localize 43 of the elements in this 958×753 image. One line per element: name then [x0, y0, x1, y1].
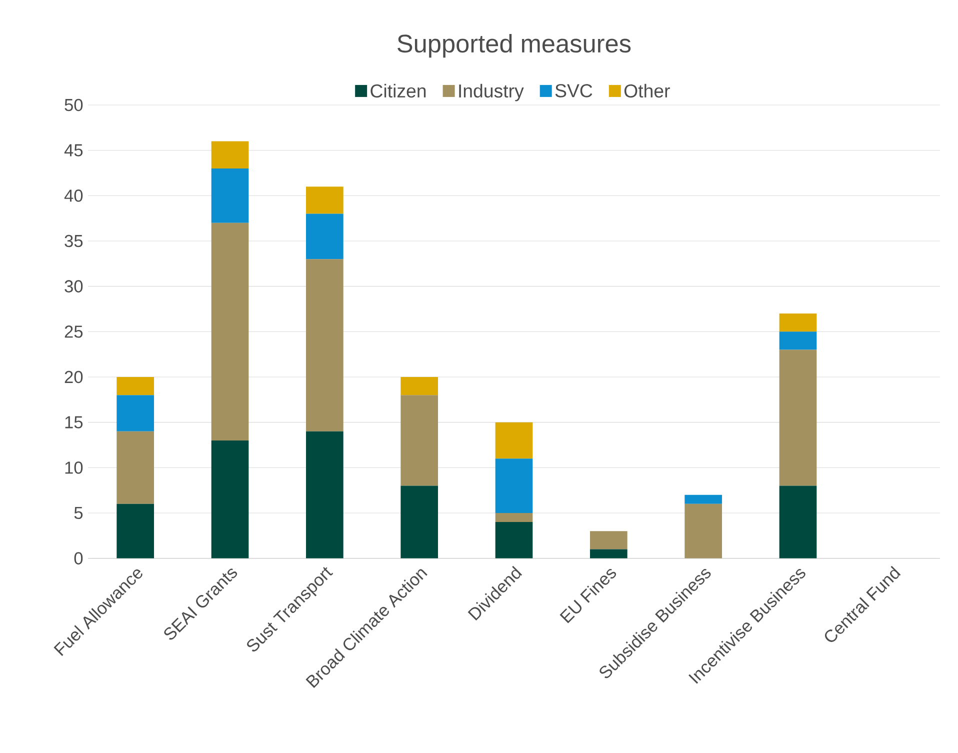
bar [211, 141, 249, 168]
y-tick-label: 15 [65, 416, 83, 428]
bar [684, 504, 722, 558]
bar [495, 458, 533, 513]
y-tick-label: 0 [74, 552, 83, 564]
bar [116, 395, 154, 432]
bar [306, 186, 344, 214]
bar [684, 494, 722, 504]
bar [495, 512, 533, 522]
bar [211, 222, 249, 440]
legend-label: Citizen [370, 84, 426, 98]
bar [590, 531, 628, 550]
legend-label: SVC [555, 84, 592, 98]
legend-label: Industry [459, 84, 524, 102]
bar [116, 376, 154, 396]
bar [306, 431, 344, 558]
y-tick-label: 25 [64, 326, 83, 338]
y-tick-label: 5 [74, 506, 83, 520]
bar [211, 440, 249, 558]
y-tick-label: 50 [64, 98, 83, 112]
bar [116, 504, 154, 558]
bar [495, 422, 533, 459]
y-tick-label: 30 [64, 280, 83, 292]
bar [306, 214, 344, 260]
y-tick-label: 45 [64, 144, 83, 156]
bar [116, 431, 154, 504]
bar [400, 376, 438, 396]
chart-title: Supported measures [398, 34, 631, 58]
bar [779, 486, 817, 558]
bar [306, 259, 344, 432]
bar [779, 332, 817, 350]
bar [495, 522, 533, 558]
legend-label: Other [624, 84, 670, 98]
y-tick-label: 20 [64, 370, 83, 384]
bar [779, 314, 817, 332]
bar [590, 549, 628, 558]
bar [400, 395, 438, 486]
y-tick-label: 10 [65, 462, 83, 474]
y-tick-label: 35 [64, 234, 83, 248]
bar [211, 168, 249, 223]
bar [779, 350, 817, 486]
bar [400, 486, 438, 558]
y-tick-label: 40 [64, 190, 83, 202]
